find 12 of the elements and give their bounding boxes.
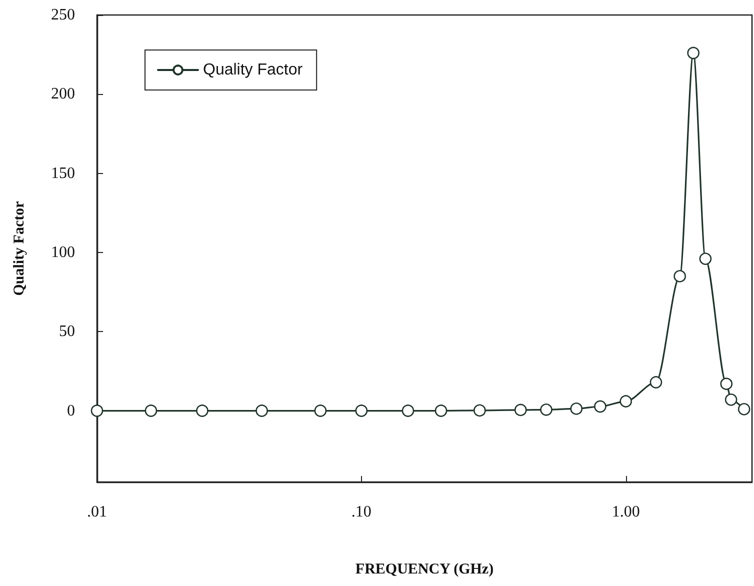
x-tick-label: .01 [87,504,107,520]
y-tick-label: 250 [51,6,75,24]
x-axis-title: FREQUENCY (GHz) [355,562,494,578]
y-axis-title: Quality Factor [12,200,28,296]
x-tick-label: 1.00 [612,504,640,520]
x-tick-label: .10 [351,504,372,520]
y-tick-label: 0 [67,402,75,420]
y-tick-label: 200 [51,86,75,103]
y-tick-label: 50 [59,323,75,340]
y-tick-label: 150 [51,164,75,182]
legend-label: Quality Factor [203,62,304,78]
y-tick-label: 100 [51,244,75,261]
